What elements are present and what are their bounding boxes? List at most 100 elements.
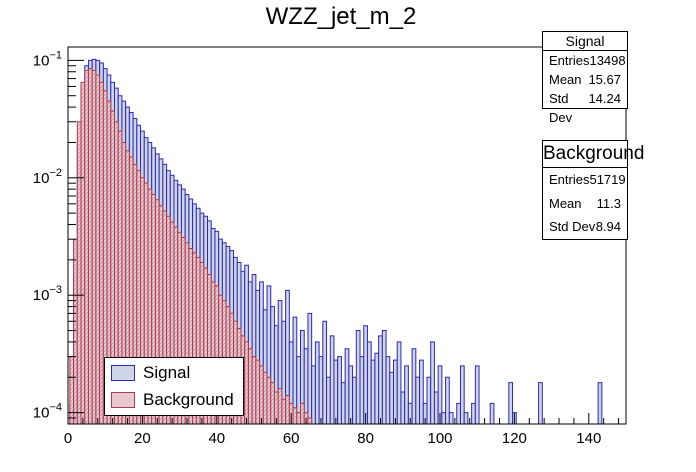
histogram-bin xyxy=(248,348,253,424)
histogram-bin xyxy=(177,232,182,424)
stats-label: Mean xyxy=(549,195,582,211)
histogram-bin xyxy=(307,417,312,424)
histogram-bin xyxy=(404,365,409,424)
chart-title: WZZ_jet_m_2 xyxy=(266,3,417,30)
histogram-bin xyxy=(389,372,394,424)
stats-value: 14.24 xyxy=(588,91,621,106)
y-tick-label: 10−4 xyxy=(33,402,62,422)
bin-outline xyxy=(419,359,424,424)
histogram-bin xyxy=(125,150,130,424)
histogram-bin xyxy=(475,365,480,424)
histogram-bin xyxy=(244,341,249,424)
bin-outline xyxy=(508,382,514,424)
x-tick-label: 120 xyxy=(502,430,527,447)
histogram-bin xyxy=(103,90,108,424)
histogram-bin xyxy=(426,377,431,424)
histogram-bin xyxy=(293,317,297,424)
histogram-bin xyxy=(326,377,331,424)
histogram-bin xyxy=(434,391,439,424)
histogram-bin xyxy=(367,341,372,424)
histogram-bin xyxy=(147,189,152,424)
background-stats-box: Background Entries 51719 Mean 11.3 Std D… xyxy=(542,140,644,241)
histogram-bin xyxy=(490,403,494,424)
bin-outline xyxy=(489,402,495,424)
histogram-bin xyxy=(84,70,89,425)
bin-outline xyxy=(538,382,543,424)
histogram-bin xyxy=(415,377,420,424)
histogram-bin xyxy=(400,391,405,424)
histogram-bin xyxy=(319,356,323,424)
histogram-bin xyxy=(252,274,256,424)
histogram-bin xyxy=(211,281,215,424)
x-tick-label: 0 xyxy=(64,430,72,447)
histogram-bin xyxy=(345,348,349,424)
legend: Signal Background xyxy=(104,357,244,416)
histogram-bin xyxy=(378,335,383,424)
histogram-bin xyxy=(386,356,390,424)
x-tick-label: 40 xyxy=(208,430,225,447)
histogram-bin xyxy=(449,412,454,424)
histogram-bin xyxy=(538,382,543,424)
histogram-bin xyxy=(430,341,435,424)
stats-label: Mean xyxy=(549,72,582,87)
y-tick-label: 10−3 xyxy=(33,284,62,304)
histogram-bin xyxy=(408,403,413,424)
histogram-bin xyxy=(441,412,446,424)
signal-stats-box: Signal Entries 13498 Mean 15.67 Std Dev … xyxy=(542,31,628,125)
histogram-bin xyxy=(274,391,279,424)
histogram-bin xyxy=(456,403,461,424)
histogram-bin xyxy=(255,360,260,424)
histogram-bin xyxy=(598,382,602,424)
legend-label-background: Background xyxy=(143,390,234,409)
histogram-bin xyxy=(352,377,357,424)
histogram-bin xyxy=(382,330,387,424)
histogram-bin xyxy=(278,388,282,424)
histogram-bin xyxy=(73,239,78,424)
histogram-bin xyxy=(270,306,275,424)
legend-swatch-background xyxy=(111,392,135,408)
histogram-bin xyxy=(274,325,279,424)
legend-label-signal: Signal xyxy=(143,363,191,382)
stats-label: Entries xyxy=(549,172,590,187)
y-tick-label: 10−2 xyxy=(33,167,62,187)
stats-label: Std Dev xyxy=(549,91,573,125)
histogram-bin xyxy=(270,382,275,424)
histogram-bin xyxy=(129,157,134,424)
stats-value: 51719 xyxy=(589,172,626,187)
histogram-bin xyxy=(304,348,308,424)
histogram-bin xyxy=(151,194,156,424)
bin-outline xyxy=(322,320,328,424)
histogram-bin xyxy=(397,341,401,424)
histogram-bin xyxy=(81,82,85,424)
histogram-bin xyxy=(155,199,160,424)
histogram-bin xyxy=(92,70,96,425)
histogram-bin xyxy=(293,407,297,424)
histogram-bin xyxy=(289,341,294,424)
histogram-bin xyxy=(341,382,346,424)
histogram-bin xyxy=(363,325,368,424)
bin-outline xyxy=(430,341,435,424)
histogram-bin xyxy=(263,309,268,424)
histogram-bin xyxy=(267,377,271,424)
histogram-bin xyxy=(267,285,271,424)
histogram-bin xyxy=(285,290,290,424)
histogram-bin xyxy=(423,403,427,424)
bin-outline xyxy=(459,365,465,424)
histogram-bin xyxy=(307,313,312,424)
stats-row-stddev: Std Dev 8.94 xyxy=(543,215,627,239)
stats-value: 15.67 xyxy=(588,72,621,87)
histogram-bin xyxy=(348,365,353,424)
stats-label: Entries xyxy=(549,53,590,68)
histogram-bin xyxy=(281,321,286,424)
histogram-bin xyxy=(252,356,256,424)
stats-value: 8.94 xyxy=(595,219,621,235)
bin-outline xyxy=(597,382,603,424)
histogram-bin xyxy=(300,403,305,424)
histogram-bin xyxy=(170,222,175,424)
histogram-bin xyxy=(162,211,167,424)
histogram-bin xyxy=(508,382,513,424)
histogram-bin xyxy=(121,142,126,424)
histogram-bin xyxy=(95,75,100,425)
histogram-bin xyxy=(133,164,137,424)
